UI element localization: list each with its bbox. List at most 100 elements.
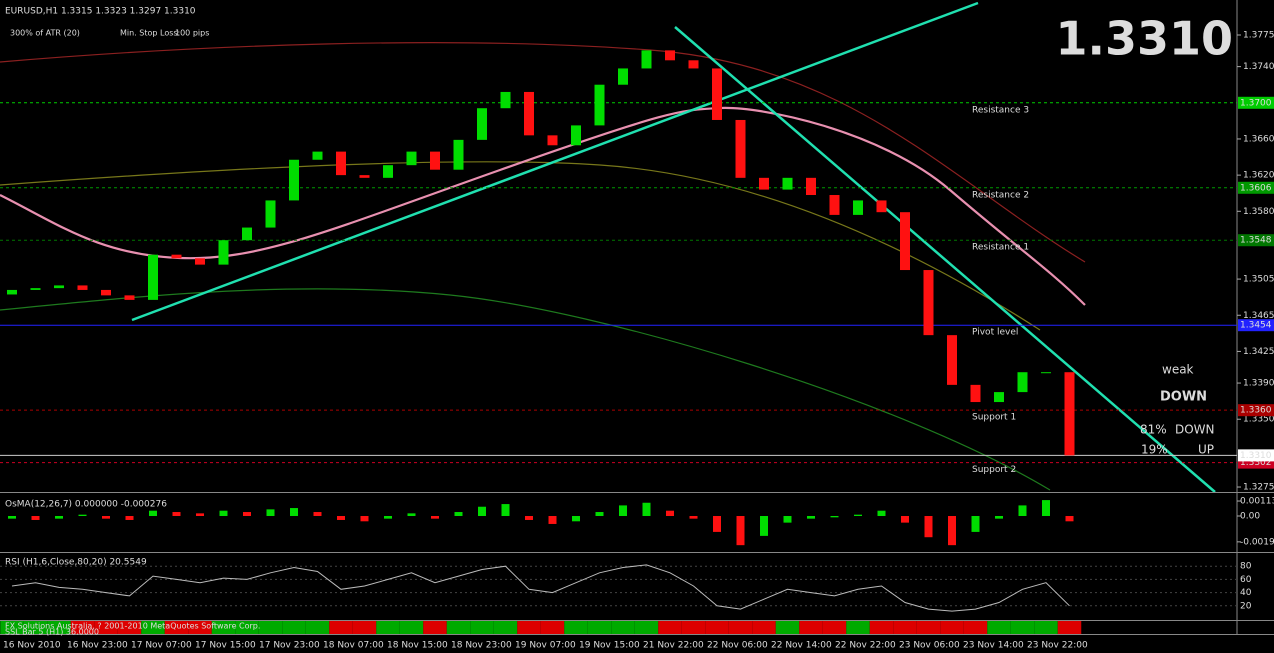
osma-bar bbox=[666, 510, 674, 517]
candle bbox=[853, 200, 863, 215]
ssl-segment bbox=[423, 621, 447, 634]
price-box-label: 1.3310 bbox=[1240, 451, 1272, 461]
y-tick-label: 20 bbox=[1240, 601, 1252, 611]
osma-bar bbox=[854, 514, 862, 517]
osma-bar bbox=[807, 516, 815, 519]
y-tick-label: 40 bbox=[1240, 588, 1252, 598]
time-label: 18 Nov 15:00 bbox=[387, 641, 448, 651]
osma-bar bbox=[1018, 505, 1027, 517]
ssl-segment bbox=[329, 621, 353, 634]
y-tick-label: 1.3775 bbox=[1243, 30, 1274, 40]
ssl-segment bbox=[893, 621, 917, 634]
osma-bar bbox=[995, 516, 1003, 519]
level-name: Resistance 3 bbox=[972, 105, 1029, 115]
candle bbox=[7, 289, 17, 295]
candle bbox=[947, 335, 957, 385]
ssl-segment bbox=[799, 621, 823, 634]
ssl-segment bbox=[47, 621, 71, 634]
osma-bar bbox=[713, 516, 721, 532]
level-label: 1.3700 bbox=[1240, 98, 1272, 108]
osma-bar bbox=[407, 513, 416, 517]
candle bbox=[1017, 372, 1028, 393]
osma-bar bbox=[948, 516, 956, 546]
candle bbox=[148, 254, 158, 300]
candle bbox=[265, 200, 276, 228]
ssl-segment bbox=[188, 621, 212, 634]
osma-bar bbox=[901, 516, 909, 523]
ssl-title: SSL Bar 5 (H1) 36.0000 bbox=[5, 628, 99, 637]
candle bbox=[1064, 372, 1075, 456]
ssl-segment bbox=[752, 621, 776, 634]
ssl-segment bbox=[352, 621, 377, 634]
candle bbox=[242, 227, 252, 241]
osma-bar bbox=[8, 516, 16, 519]
info: Min. Stop Loss: bbox=[120, 29, 180, 38]
osma-bar bbox=[149, 510, 157, 517]
y-tick-label: 60 bbox=[1240, 575, 1252, 585]
level-box bbox=[1238, 234, 1274, 247]
candle bbox=[359, 175, 370, 178]
time-label: 17 Nov 23:00 bbox=[259, 641, 320, 651]
time-label: 23 Nov 14:00 bbox=[963, 641, 1024, 651]
candle bbox=[77, 285, 88, 290]
level-label: 1.3302 bbox=[1240, 458, 1272, 468]
pane-frames bbox=[0, 0, 1274, 635]
ssl-segment bbox=[0, 621, 24, 634]
osma-bar bbox=[31, 516, 40, 520]
osma-bar bbox=[219, 510, 228, 517]
level-box bbox=[1238, 181, 1274, 194]
ssl-segment bbox=[117, 621, 142, 634]
y-tick-label: 0.00113 bbox=[1240, 497, 1274, 507]
candle bbox=[782, 177, 793, 190]
down-pct: 81% bbox=[1140, 423, 1167, 437]
up-pct: 19% bbox=[1141, 443, 1168, 457]
candle bbox=[101, 289, 111, 296]
candle bbox=[641, 50, 652, 69]
ssl-segment bbox=[846, 621, 870, 634]
down-label: DOWN bbox=[1175, 423, 1215, 437]
y-tick-label: 1.3350 bbox=[1243, 415, 1274, 425]
level-name: Pivot level bbox=[972, 328, 1018, 338]
copyright: FX Solutions Australia, ? 2001-2010 Meta… bbox=[5, 622, 260, 631]
ssl-segment bbox=[940, 621, 964, 634]
osma-bar bbox=[196, 513, 204, 517]
candle bbox=[759, 177, 769, 190]
osma-title: OsMA(12,26,7) 0.000000 -0.000276 bbox=[5, 500, 167, 510]
osma-bar bbox=[266, 509, 275, 517]
candle bbox=[688, 60, 699, 69]
osma-bar bbox=[431, 516, 439, 519]
ssl-segment bbox=[517, 621, 541, 634]
ssl-segment bbox=[728, 621, 753, 634]
time-label: 19 Nov 15:00 bbox=[579, 641, 640, 651]
time-label: 16 Nov 23:00 bbox=[67, 641, 128, 651]
osma-bar bbox=[572, 516, 580, 522]
candle bbox=[124, 295, 135, 300]
osma-bar bbox=[642, 502, 651, 517]
candle bbox=[876, 200, 887, 213]
ssl-segment bbox=[564, 621, 588, 634]
y-tick-label: 0.00 bbox=[1240, 512, 1260, 522]
strength-label: weak bbox=[1162, 363, 1194, 377]
candle bbox=[406, 151, 417, 166]
big-price: 1.3310 bbox=[1055, 12, 1233, 66]
ssl-segment bbox=[141, 621, 165, 634]
level-box bbox=[1238, 404, 1274, 417]
time-label: 19 Nov 07:00 bbox=[515, 641, 576, 651]
ssl-segment bbox=[681, 621, 706, 634]
ssl-segment bbox=[869, 621, 894, 634]
candle bbox=[195, 258, 205, 265]
ssl-segment bbox=[235, 621, 259, 634]
candle bbox=[524, 91, 534, 136]
osma-bar bbox=[313, 512, 322, 517]
osma-bar bbox=[360, 516, 369, 522]
candle bbox=[665, 50, 675, 61]
y-tick-label: 1.3275 bbox=[1243, 483, 1274, 493]
osma-bar bbox=[78, 514, 87, 517]
ssl-segment bbox=[258, 621, 283, 634]
y-tick-label: 1.3620 bbox=[1243, 171, 1274, 181]
ssl-segment bbox=[705, 621, 729, 634]
candle bbox=[312, 151, 323, 160]
level-label: 1.3454 bbox=[1240, 321, 1272, 331]
time-label: 23 Nov 22:00 bbox=[1027, 641, 1088, 651]
osma-bar bbox=[337, 516, 345, 520]
